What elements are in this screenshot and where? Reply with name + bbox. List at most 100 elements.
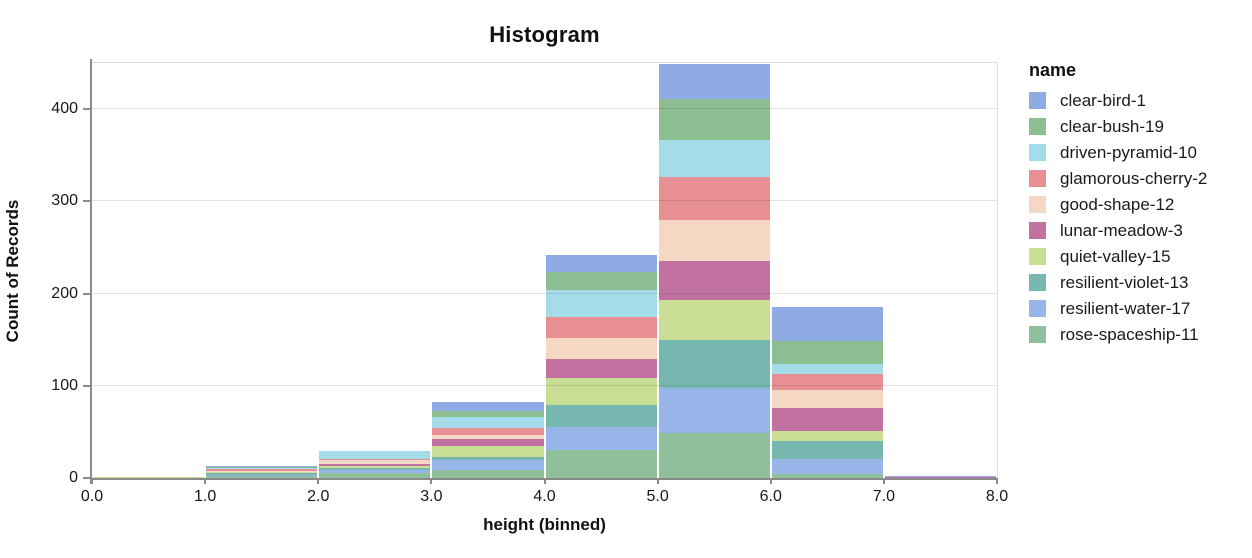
bar-segment-good-shape-12 bbox=[658, 219, 770, 262]
y-tick-mark bbox=[83, 108, 92, 111]
histogram-bar-bin-7-8 bbox=[884, 476, 996, 478]
legend-swatch bbox=[1029, 248, 1046, 265]
bar-segment-resilient-violet-13 bbox=[771, 441, 883, 459]
histogram-bar-bin-1-2 bbox=[206, 466, 318, 478]
bar-segment-resilient-violet-13 bbox=[658, 339, 770, 388]
bar-segment-lunar-meadow-3 bbox=[432, 439, 544, 446]
x-tick-mark bbox=[656, 478, 659, 484]
bar-segment-good-shape-12 bbox=[206, 470, 318, 472]
histogram-bar-bin-3-4 bbox=[432, 402, 544, 478]
legend-label: glamorous-cherry-2 bbox=[1060, 168, 1208, 188]
bar-segment-glamorous-cherry-2 bbox=[771, 373, 883, 390]
bar-segment-good-shape-12 bbox=[771, 389, 883, 408]
x-tick-mark bbox=[204, 478, 207, 484]
bar-segment-clear-bird-1 bbox=[884, 476, 996, 478]
bar-segment-rose-spaceship-11 bbox=[319, 473, 431, 478]
legend: name clear-bird-1 clear-bush-19 driven-pyr… bbox=[1029, 60, 1207, 352]
bar-segment-clear-bird-1 bbox=[545, 254, 657, 273]
legend-item-quiet-valley-15: quiet-valley-15 bbox=[1029, 246, 1207, 266]
bar-segment-lunar-meadow-3 bbox=[545, 359, 657, 379]
y-tick-label: 0 bbox=[69, 469, 78, 486]
bar-segment-lunar-meadow-3 bbox=[771, 407, 883, 431]
bar-segment-clear-bird-1 bbox=[432, 402, 544, 411]
bar-segment-resilient-violet-13 bbox=[545, 405, 657, 428]
bar-segment-clear-bird-1 bbox=[206, 466, 318, 467]
legend-item-glamorous-cherry-2: glamorous-cherry-2 bbox=[1029, 168, 1208, 188]
legend-label: lunar-meadow-3 bbox=[1060, 220, 1183, 240]
bar-segment-rose-spaceship-11 bbox=[658, 432, 770, 478]
x-tick-label: 8.0 bbox=[985, 488, 1009, 505]
gridline-y-400 bbox=[92, 108, 997, 110]
x-tick-label: 5.0 bbox=[646, 488, 669, 505]
legend-label: clear-bush-19 bbox=[1060, 116, 1164, 136]
plot-area: 0 100 200 300 400 0.0 1.0 2.0 3.0 4.0 5.0 6.0 7.0 8.0 bbox=[51, 59, 1008, 505]
bar-segment-lunar-meadow-3 bbox=[206, 471, 318, 473]
bar-segment-rose-spaceship-11 bbox=[206, 476, 318, 478]
bar-segment-good-shape-12 bbox=[432, 434, 544, 440]
x-tick-label: 2.0 bbox=[307, 488, 330, 505]
bar-segment-driven-pyramid-10 bbox=[432, 417, 544, 429]
x-tick-mark bbox=[769, 478, 772, 484]
x-tick-label: 6.0 bbox=[759, 488, 782, 505]
legend-item-clear-bush-19: clear-bush-19 bbox=[1029, 116, 1207, 136]
bar-segment-lunar-meadow-3 bbox=[658, 261, 770, 301]
x-tick-mark bbox=[317, 478, 320, 484]
legend-item-good-shape-12: good-shape-12 bbox=[1029, 194, 1207, 214]
bar-segment-driven-pyramid-10 bbox=[206, 467, 318, 469]
legend-swatch bbox=[1029, 300, 1046, 317]
bar-segment-quiet-valley-15 bbox=[545, 378, 657, 406]
y-tick-label: 400 bbox=[51, 100, 78, 118]
legend-label: driven-pyramid-10 bbox=[1060, 142, 1197, 162]
x-tick-mark bbox=[996, 478, 998, 484]
bar-segment-resilient-water-17 bbox=[658, 387, 770, 433]
legend-swatch bbox=[1029, 118, 1046, 135]
gridline-y-300 bbox=[92, 200, 997, 202]
bar-segment-good-shape-12 bbox=[545, 337, 657, 360]
legend-label: quiet-valley-15 bbox=[1060, 246, 1171, 266]
bar-segment-resilient-violet-13 bbox=[206, 473, 318, 476]
legend-swatch bbox=[1029, 274, 1046, 291]
y-tick-label: 300 bbox=[51, 192, 78, 210]
bar-segment-rose-spaceship-11 bbox=[432, 469, 544, 478]
bar-segment-glamorous-cherry-2 bbox=[658, 177, 770, 220]
legend-item-resilient-water-17: resilient-water-17 bbox=[1029, 299, 1207, 318]
bar-segment-resilient-water-17 bbox=[432, 460, 544, 470]
legend-swatch bbox=[1029, 92, 1046, 109]
x-tick-label: 3.0 bbox=[420, 488, 443, 505]
legend-label: resilient-violet-13 bbox=[1060, 272, 1189, 292]
bar-segment-rose-spaceship-11 bbox=[545, 450, 657, 478]
bar-segment-driven-pyramid-10 bbox=[319, 451, 431, 459]
bar-segment-resilient-water-17 bbox=[319, 469, 431, 474]
bar-segment-quiet-valley-15 bbox=[206, 472, 318, 474]
x-tick-label: 7.0 bbox=[872, 488, 895, 505]
bar-segment-clear-bush-19 bbox=[545, 272, 657, 290]
y-tick-mark bbox=[83, 477, 92, 479]
legend-label: good-shape-12 bbox=[1060, 194, 1175, 214]
bar-segment-clear-bird-1 bbox=[658, 64, 770, 100]
x-tick-label: 1.0 bbox=[194, 488, 217, 505]
x-tick-mark bbox=[543, 478, 546, 484]
bar-segment-lunar-meadow-3 bbox=[884, 477, 996, 478]
bar-segment-resilient-water-17 bbox=[771, 458, 883, 475]
gridline-y-100 bbox=[92, 384, 997, 386]
bar-segment-quiet-valley-15 bbox=[658, 300, 770, 340]
y-tick-label: 200 bbox=[51, 284, 78, 302]
legend-item-clear-bird-1: clear-bird-1 bbox=[1029, 91, 1207, 110]
legend-swatch bbox=[1029, 196, 1046, 213]
bar-segment-glamorous-cherry-2 bbox=[545, 316, 657, 338]
x-tick-mark bbox=[430, 478, 433, 484]
histogram-bar-bin-5-6 bbox=[658, 64, 770, 478]
legend-title: name bbox=[1029, 60, 1077, 80]
legend-label: rose-spaceship-11 bbox=[1060, 324, 1199, 344]
x-tick-label: 4.0 bbox=[533, 488, 556, 505]
bar-segment-resilient-water-17 bbox=[545, 427, 657, 451]
y-axis-line bbox=[90, 59, 92, 484]
bar-segment-clear-bush-19 bbox=[206, 466, 318, 468]
bar-segment-quiet-valley-15 bbox=[319, 466, 431, 468]
bar-segment-driven-pyramid-10 bbox=[545, 289, 657, 317]
legend-item-resilient-violet-13: resilient-violet-13 bbox=[1029, 272, 1207, 292]
legend-swatch bbox=[1029, 326, 1046, 343]
bar-segment-driven-pyramid-10 bbox=[658, 139, 770, 178]
bar-segment-resilient-violet-13 bbox=[432, 456, 544, 461]
